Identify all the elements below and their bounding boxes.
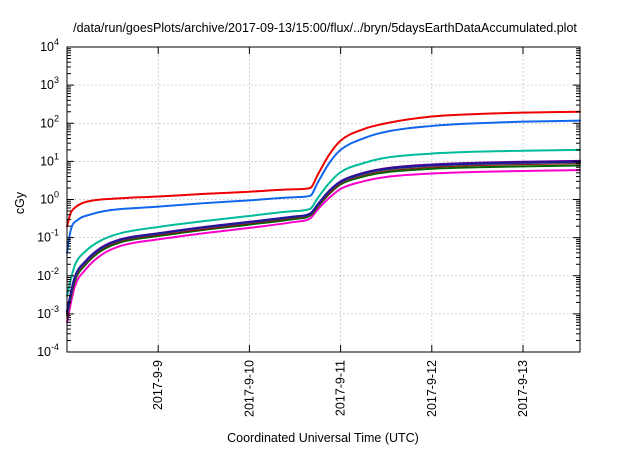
y-tick-label: 103 (40, 75, 59, 92)
y-tick-label: 104 (40, 37, 59, 54)
y-tick-label: 101 (40, 151, 59, 168)
y-tick-label: 10-2 (37, 266, 59, 283)
ticks: 10-4 10-3 10-2 10-1 100 101 102 103 104 2017-9-9 2… (37, 37, 580, 417)
x-tick-label: 2017-9-9 (151, 360, 165, 410)
x-tick-label: 2017-9-11 (334, 360, 348, 416)
series-line-8 (66, 119, 581, 254)
y-tick-label: 100 (40, 190, 59, 207)
x-tick-label: 2017-9-12 (425, 360, 439, 417)
series-line-7 (66, 148, 581, 297)
series-line-6 (66, 160, 581, 314)
y-axis-label: cGy (13, 191, 27, 214)
y-tick-label: 10-4 (37, 342, 59, 359)
chart-title: /data/run/goesPlots/archive/2017-09-13/1… (73, 21, 577, 35)
y-tick-label: 10-1 (37, 228, 59, 245)
series-line-9 (66, 110, 581, 228)
y-tick-label: 10-3 (37, 304, 59, 321)
x-axis-label: Coordinated Universal Time (UTC) (227, 431, 419, 445)
series-line-2 (66, 164, 581, 317)
x-tick-label: 2017-9-10 (242, 360, 256, 417)
series-line-1 (66, 169, 581, 324)
y-tick-label: 102 (40, 113, 59, 130)
x-tick-label: 2017-9-13 (516, 360, 530, 417)
series-layer (66, 110, 581, 324)
